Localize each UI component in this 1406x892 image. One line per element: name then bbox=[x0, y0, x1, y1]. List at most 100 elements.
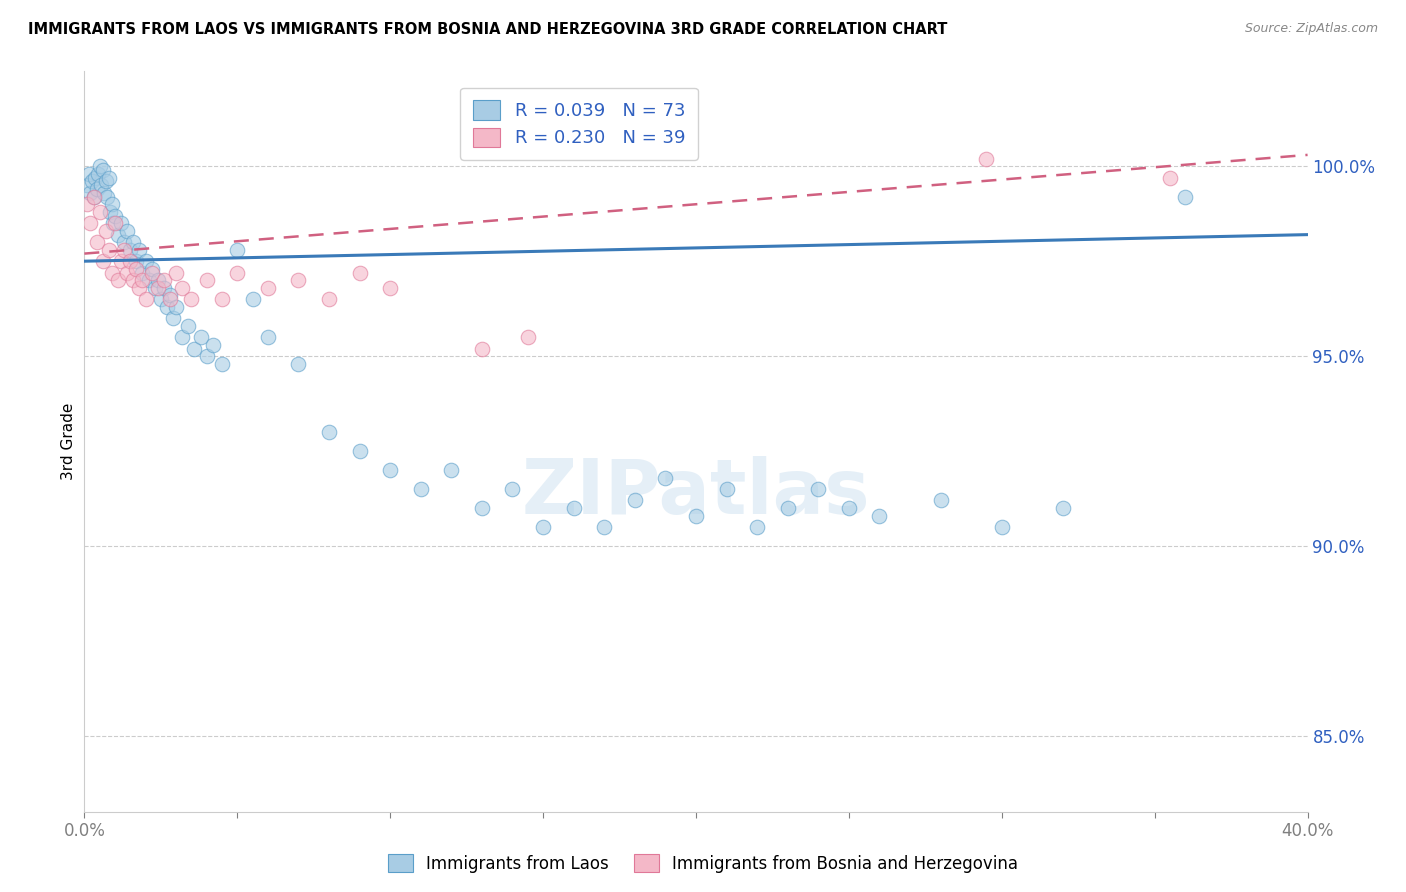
Point bbox=[287, 273, 309, 287]
Point bbox=[471, 500, 494, 515]
Point bbox=[349, 444, 371, 458]
Point bbox=[153, 281, 176, 295]
Point bbox=[177, 318, 200, 333]
Point bbox=[807, 482, 830, 496]
Point bbox=[96, 189, 118, 203]
Point bbox=[89, 204, 111, 219]
Point bbox=[94, 174, 117, 188]
Point bbox=[409, 482, 432, 496]
Point bbox=[135, 254, 157, 268]
Point bbox=[502, 482, 524, 496]
Point bbox=[869, 508, 891, 523]
Point bbox=[120, 243, 142, 257]
Point bbox=[87, 167, 110, 181]
Point bbox=[153, 273, 176, 287]
Point bbox=[776, 500, 799, 515]
Point bbox=[98, 204, 121, 219]
Point bbox=[122, 235, 145, 250]
Point bbox=[141, 266, 163, 280]
Point bbox=[112, 243, 135, 257]
Point bbox=[211, 357, 233, 371]
Point bbox=[104, 216, 127, 230]
Point bbox=[226, 243, 249, 257]
Point bbox=[624, 493, 647, 508]
Point bbox=[122, 273, 145, 287]
Point bbox=[76, 197, 98, 211]
Point bbox=[440, 463, 463, 477]
Point bbox=[110, 254, 132, 268]
Point bbox=[471, 342, 494, 356]
Point bbox=[562, 500, 585, 515]
Point bbox=[531, 520, 554, 534]
Point bbox=[159, 292, 181, 306]
Point bbox=[380, 463, 402, 477]
Point bbox=[125, 254, 148, 268]
Point bbox=[115, 266, 138, 280]
Point bbox=[1174, 189, 1197, 203]
Point bbox=[93, 186, 115, 200]
Point bbox=[183, 342, 205, 356]
Point bbox=[91, 163, 114, 178]
Point bbox=[747, 520, 769, 534]
Point bbox=[159, 288, 181, 302]
Point bbox=[838, 500, 860, 515]
Point bbox=[97, 243, 120, 257]
Point bbox=[131, 273, 153, 287]
Point bbox=[146, 281, 169, 295]
Point bbox=[195, 273, 218, 287]
Point bbox=[104, 209, 127, 223]
Point bbox=[90, 178, 112, 193]
Legend: Immigrants from Laos, Immigrants from Bosnia and Herzegovina: Immigrants from Laos, Immigrants from Bo… bbox=[381, 847, 1025, 880]
Point bbox=[120, 254, 142, 268]
Point bbox=[190, 330, 212, 344]
Point bbox=[76, 178, 98, 193]
Point bbox=[110, 216, 132, 230]
Point bbox=[143, 281, 166, 295]
Point bbox=[101, 197, 124, 211]
Point bbox=[141, 261, 163, 276]
Point bbox=[257, 330, 280, 344]
Point bbox=[976, 152, 998, 166]
Point bbox=[128, 243, 150, 257]
Point bbox=[83, 189, 105, 203]
Point bbox=[83, 189, 105, 203]
Point bbox=[115, 224, 138, 238]
Point bbox=[86, 235, 108, 250]
Point bbox=[107, 227, 129, 242]
Point bbox=[195, 349, 218, 363]
Point bbox=[1159, 170, 1181, 185]
Point bbox=[165, 300, 187, 314]
Point bbox=[146, 273, 169, 287]
Point bbox=[201, 337, 224, 351]
Point bbox=[125, 261, 148, 276]
Point bbox=[79, 186, 101, 200]
Point bbox=[1052, 500, 1074, 515]
Point bbox=[103, 216, 125, 230]
Point bbox=[149, 292, 172, 306]
Point bbox=[349, 266, 371, 280]
Point bbox=[211, 292, 233, 306]
Point bbox=[172, 330, 194, 344]
Point bbox=[131, 266, 153, 280]
Point bbox=[318, 425, 340, 439]
Point bbox=[101, 266, 124, 280]
Point bbox=[180, 292, 202, 306]
Point bbox=[162, 311, 184, 326]
Point bbox=[84, 170, 107, 185]
Point bbox=[128, 281, 150, 295]
Point bbox=[138, 273, 160, 287]
Text: Source: ZipAtlas.com: Source: ZipAtlas.com bbox=[1244, 22, 1378, 36]
Point bbox=[242, 292, 264, 306]
Point bbox=[257, 281, 280, 295]
Point bbox=[716, 482, 738, 496]
Point bbox=[91, 254, 114, 268]
Point bbox=[80, 174, 103, 188]
Point bbox=[516, 330, 538, 344]
Point bbox=[991, 520, 1014, 534]
Point bbox=[89, 159, 111, 173]
Text: ZIPatlas: ZIPatlas bbox=[522, 457, 870, 531]
Point bbox=[94, 224, 117, 238]
Y-axis label: 3rd Grade: 3rd Grade bbox=[60, 403, 76, 480]
Point bbox=[135, 292, 157, 306]
Point bbox=[318, 292, 340, 306]
